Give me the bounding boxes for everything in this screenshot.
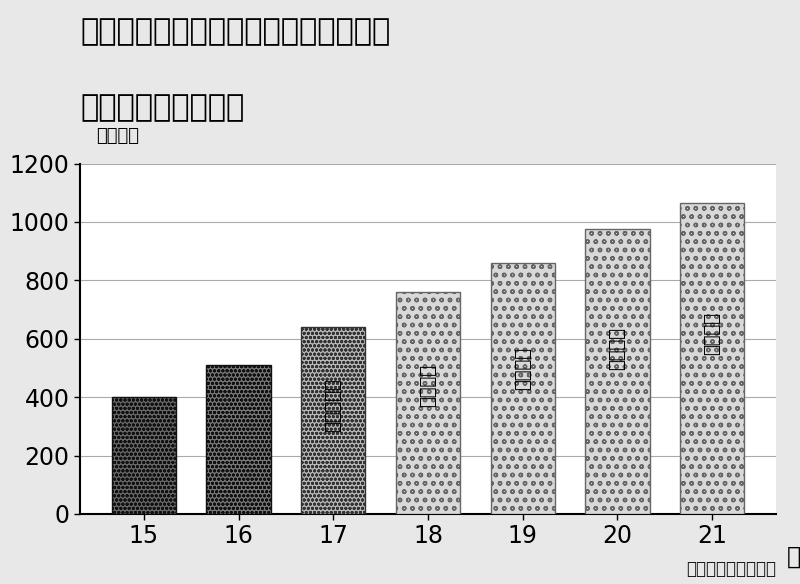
Bar <box>112 397 176 514</box>
Text: （億円）: （億円） <box>97 127 139 145</box>
Text: （見込み）: （見込み） <box>324 378 342 432</box>
Text: 矢野経済研究所推計: 矢野経済研究所推計 <box>686 560 776 578</box>
Text: 年度: 年度 <box>787 544 800 568</box>
Text: （予測）: （予測） <box>609 327 626 370</box>
Bar <box>396 292 460 514</box>
Text: （予測）: （予測） <box>419 364 437 406</box>
Bar <box>680 203 744 514</box>
Bar <box>586 230 650 514</box>
Text: シェアリングエコノミー（共有経済）: シェアリングエコノミー（共有経済） <box>80 18 390 47</box>
Text: 国内市場規模と予測: 国内市場規模と予測 <box>80 93 244 123</box>
Text: （予測）: （予測） <box>514 347 532 390</box>
Bar <box>490 263 555 514</box>
Bar <box>206 365 270 514</box>
Text: （予測）: （予測） <box>703 312 721 355</box>
Bar <box>301 327 366 514</box>
